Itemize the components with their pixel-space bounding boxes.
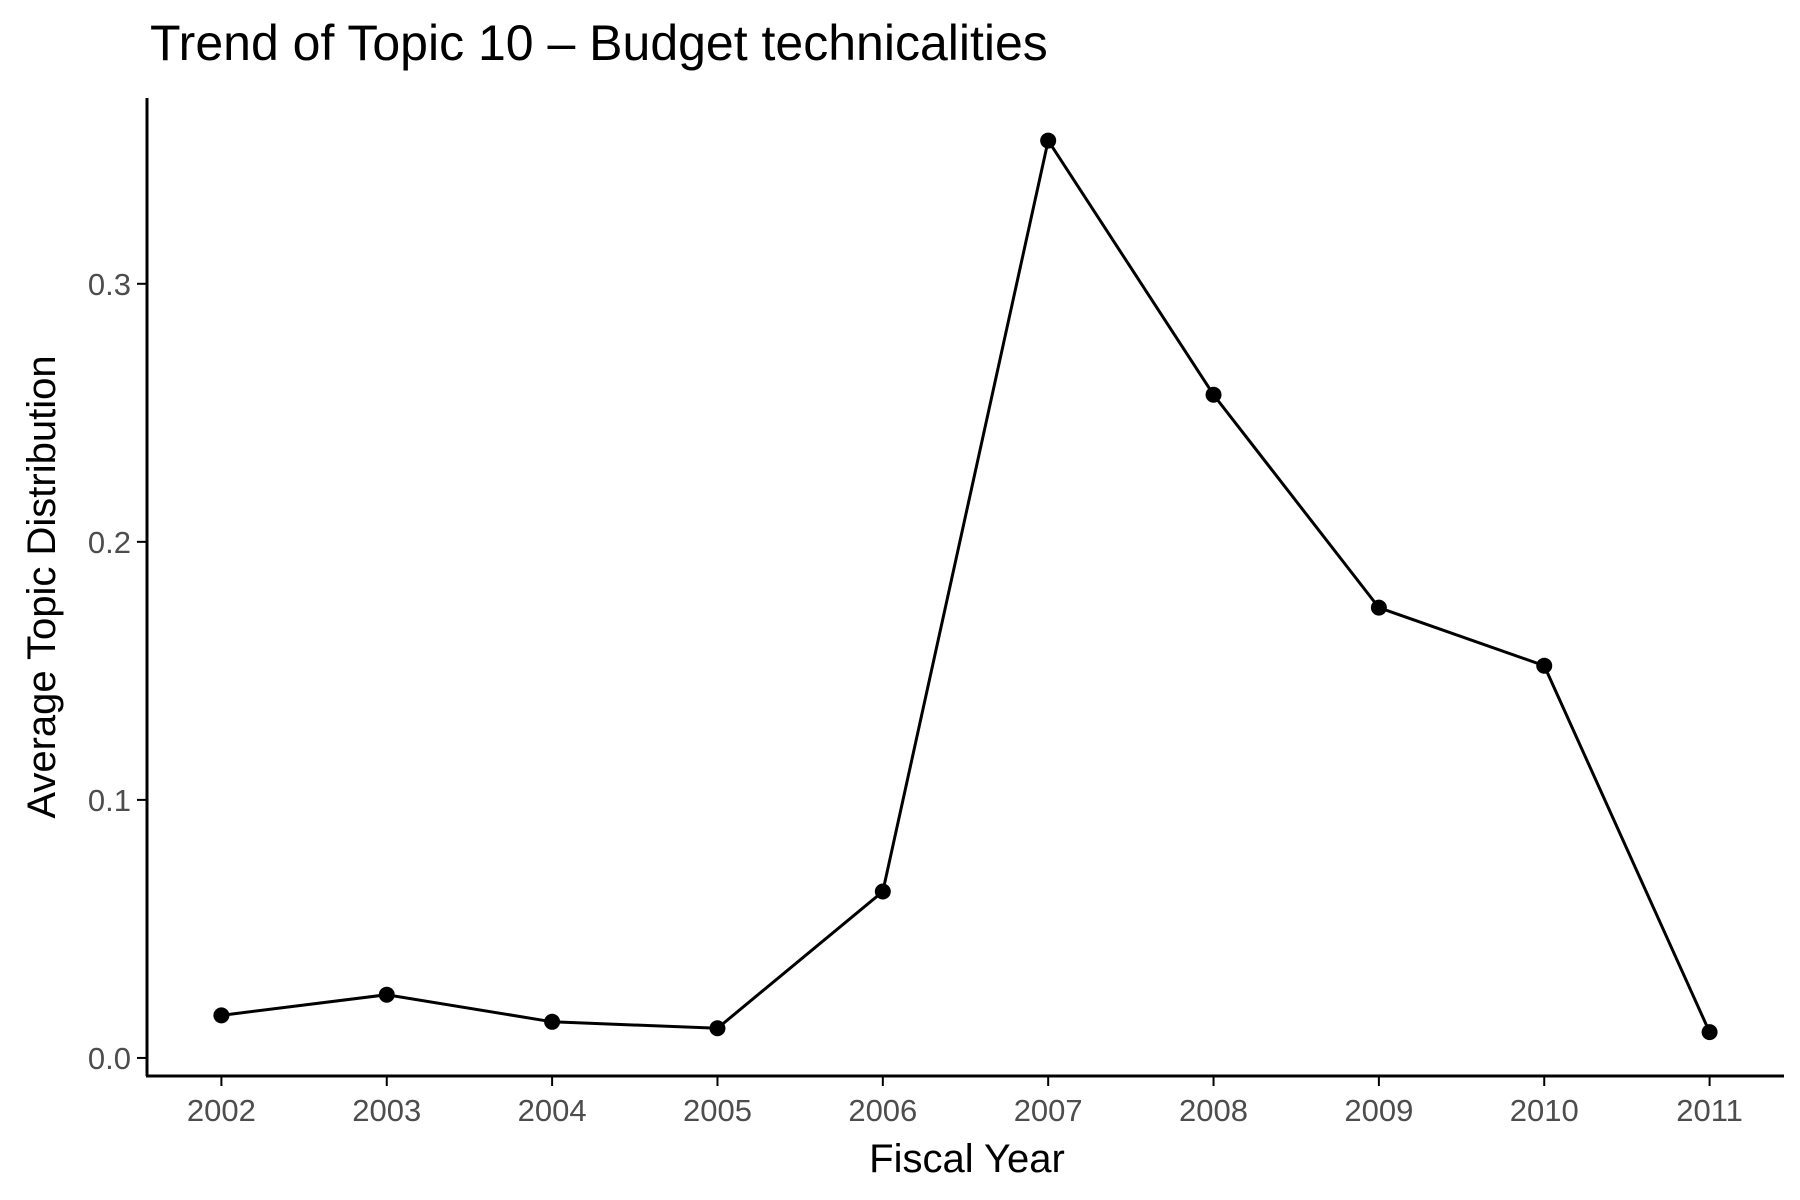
series-line	[221, 136, 1711, 1033]
x-axis-title: Fiscal Year	[869, 1137, 1065, 1181]
data-point-2005	[709, 1020, 726, 1037]
data-point-2009	[1370, 599, 1387, 616]
x-tick-label: 2005	[683, 1093, 752, 1128]
x-tick-label: 2011	[1676, 1093, 1743, 1128]
data-point-2010	[1536, 657, 1553, 674]
x-tick-label: 2003	[352, 1093, 421, 1128]
x-tick-label: 2004	[518, 1093, 587, 1128]
x-tick-label: 2008	[1179, 1093, 1248, 1128]
x-tick-label: 2006	[848, 1093, 917, 1128]
data-point-2011	[1701, 1024, 1718, 1041]
chart-title: Trend of Topic 10 – Budget technicalitie…	[150, 15, 1048, 71]
y-tick-label: 0.1	[88, 783, 131, 818]
y-axis: 0.0 0.1 0.2 0.3	[88, 98, 149, 1076]
y-tick-group: 0.0 0.1 0.2 0.3	[88, 267, 147, 1076]
x-tick-label: 2007	[1014, 1093, 1083, 1128]
data-point-2008	[1205, 386, 1222, 403]
x-tick-label: 2002	[187, 1093, 256, 1128]
y-tick-label: 0.2	[88, 525, 131, 560]
data-point-2003	[378, 986, 395, 1003]
x-tick-group: 2002 2003 2004 2005 2006 2007 2008 2009 2010 2011	[187, 1076, 1743, 1128]
x-tick-label: 2010	[1510, 1093, 1579, 1128]
data-point-2004	[544, 1013, 561, 1030]
series-points	[213, 132, 1718, 1041]
y-tick-label: 0.3	[88, 267, 131, 302]
y-axis-title: Average Topic Distribution	[20, 355, 64, 818]
data-point-2002	[213, 1007, 230, 1024]
y-tick-label: 0.0	[88, 1041, 131, 1076]
x-tick-label: 2009	[1344, 1093, 1413, 1128]
data-point-2006	[874, 883, 891, 900]
series-layer	[213, 132, 1718, 1041]
x-axis: 2002 2003 2004 2005 2006 2007 2008 2009 2010 2011	[146, 1074, 1784, 1128]
data-point-2007	[1040, 132, 1057, 149]
